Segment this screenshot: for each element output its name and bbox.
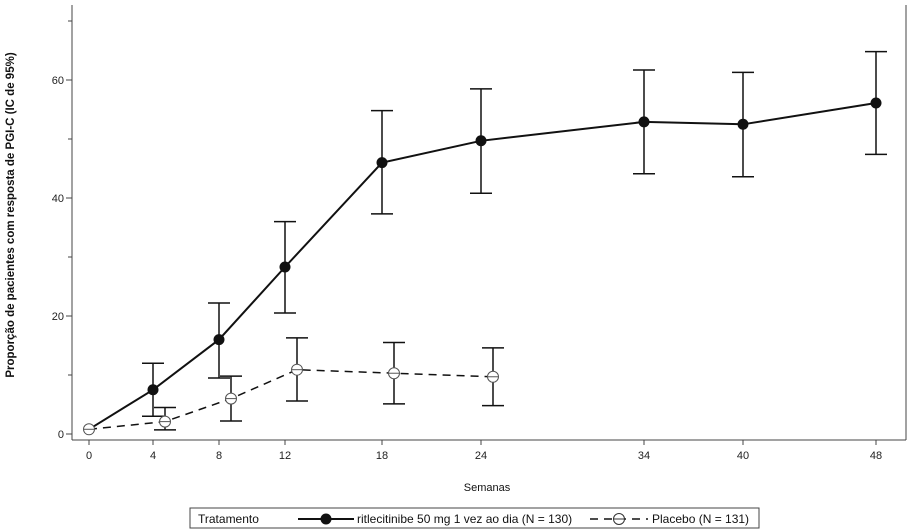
legend: Tratamento ritlecitinibe 50 mg 1 vez ao … bbox=[189, 507, 760, 529]
x-tick-label: 48 bbox=[870, 450, 882, 462]
series-ritlecitinibe bbox=[83, 50, 887, 435]
y-tick-label: 20 bbox=[52, 311, 64, 323]
data-point bbox=[147, 384, 159, 396]
x-tick-label: 34 bbox=[638, 450, 650, 462]
legend-title: Tratamento bbox=[198, 512, 259, 526]
x-tick-label: 40 bbox=[737, 450, 749, 462]
y-tick-label: 60 bbox=[52, 75, 64, 87]
data-point bbox=[213, 334, 225, 346]
y-axis-title: Proporção de pacientes com resposta de P… bbox=[5, 52, 17, 377]
legend-label-ritlecitinibe: ritlecitinibe 50 mg 1 vez ao dia (N = 13… bbox=[357, 512, 572, 526]
x-tick-label: 4 bbox=[150, 450, 156, 462]
x-tick-label: 24 bbox=[475, 450, 487, 462]
x-axis-title: Semanas bbox=[464, 482, 511, 494]
legend-entry-placebo: Placebo (N = 131) bbox=[590, 512, 749, 526]
data-point bbox=[279, 261, 291, 273]
series-layer bbox=[83, 50, 887, 436]
data-point bbox=[737, 118, 749, 130]
x-tick-label: 8 bbox=[216, 450, 222, 462]
data-point bbox=[638, 116, 650, 128]
y-tick-label: 40 bbox=[52, 193, 64, 205]
legend-marker-ritlecitinibe bbox=[320, 513, 332, 525]
data-point bbox=[475, 135, 487, 147]
legend-entry-ritlecitinibe: ritlecitinibe 50 mg 1 vez ao dia (N = 13… bbox=[298, 512, 572, 526]
x-tick-label: 0 bbox=[86, 450, 92, 462]
x-tick-label: 18 bbox=[376, 450, 388, 462]
x-tick-label: 12 bbox=[279, 450, 291, 462]
legend-label-placebo: Placebo (N = 131) bbox=[652, 512, 749, 526]
series-placebo bbox=[83, 337, 504, 436]
y-tick-label: 0 bbox=[58, 429, 64, 441]
series-line bbox=[88, 368, 494, 431]
series-line bbox=[88, 102, 877, 431]
data-point bbox=[870, 97, 882, 109]
data-point bbox=[376, 157, 388, 169]
